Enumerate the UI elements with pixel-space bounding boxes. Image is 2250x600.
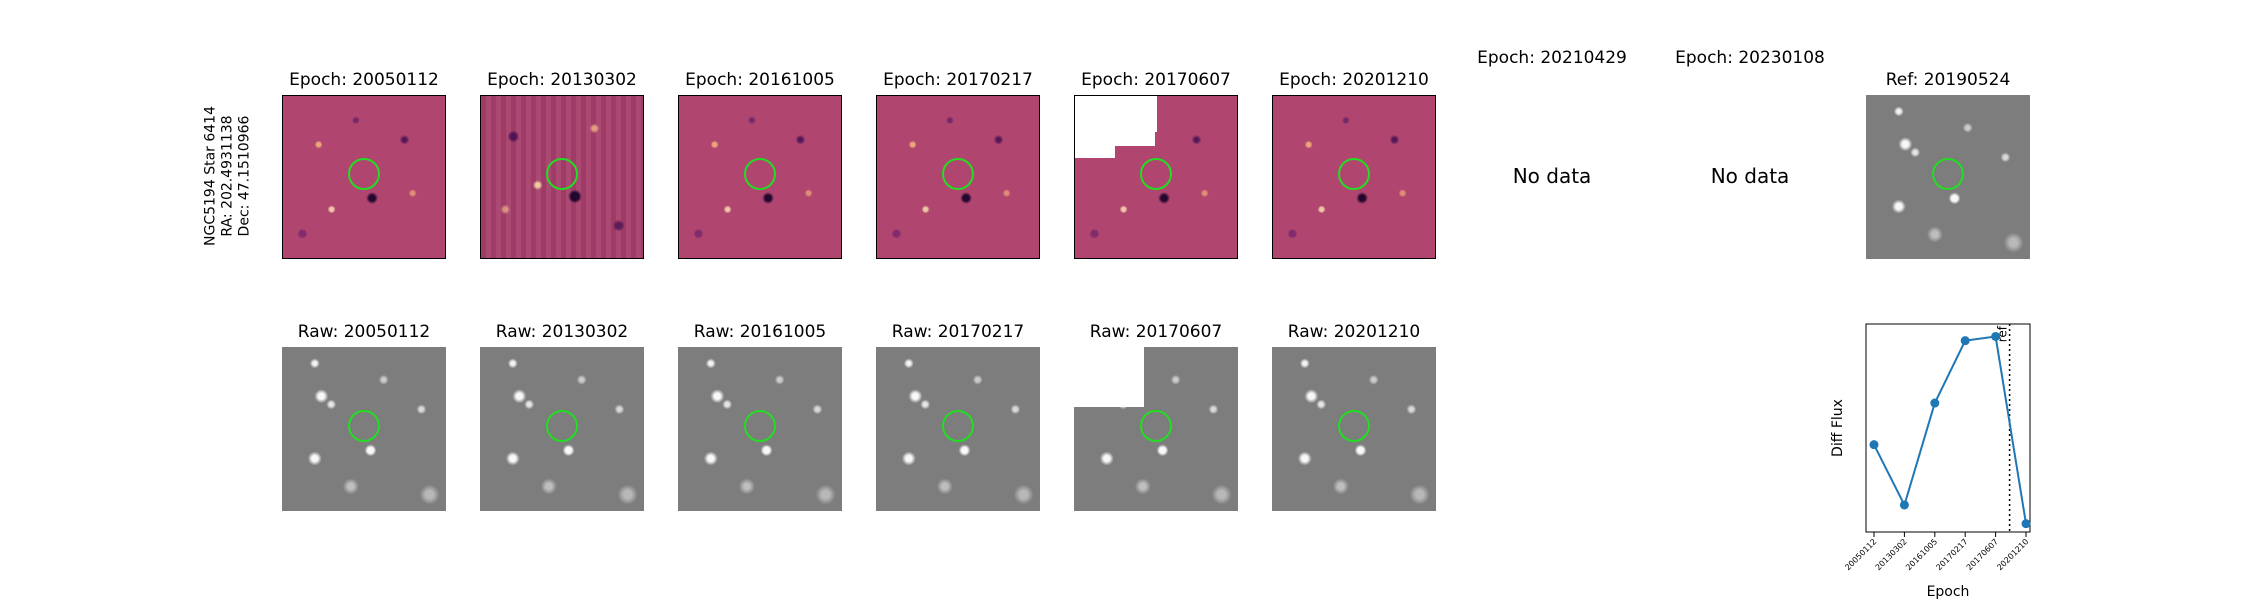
diff-image-2 bbox=[480, 95, 644, 259]
diff-title-7: Epoch: 20210429 bbox=[1477, 48, 1627, 68]
data-point bbox=[1899, 500, 1909, 510]
x-tick-label: 20161005 bbox=[1904, 537, 1939, 572]
raw-image-2 bbox=[480, 347, 644, 511]
raw-title-3: Raw: 20161005 bbox=[693, 322, 827, 342]
diff-title-2: Epoch: 20130302 bbox=[487, 70, 637, 90]
aperture-circle bbox=[744, 157, 776, 190]
no-coverage-region bbox=[1074, 347, 1104, 407]
no-coverage-region bbox=[1075, 96, 1155, 146]
x-tick-label: 20050112 bbox=[1843, 537, 1878, 572]
aperture-circle bbox=[1932, 157, 1964, 190]
aperture-circle bbox=[1338, 409, 1370, 442]
raw-title-1: Raw: 20050112 bbox=[297, 322, 431, 342]
light-curve-chart: ref 200501122013030220161005201702172017… bbox=[1830, 323, 2031, 600]
aperture-circle bbox=[348, 157, 380, 190]
aperture-circle bbox=[744, 409, 776, 442]
ref-title: Ref: 20190524 bbox=[1885, 70, 2011, 90]
raw-title-4: Raw: 20170217 bbox=[891, 322, 1025, 342]
diff-image-4 bbox=[876, 95, 1040, 259]
aperture-circle bbox=[942, 409, 974, 442]
no-data-text: No data bbox=[1512, 164, 1592, 188]
raw-image-6 bbox=[1272, 347, 1436, 511]
raw-title-2: Raw: 20130302 bbox=[495, 322, 629, 342]
aperture-circle bbox=[546, 157, 578, 190]
raw-title-6: Raw: 20201210 bbox=[1287, 322, 1421, 342]
no-data-text: No data bbox=[1710, 164, 1790, 188]
data-point bbox=[1991, 331, 2001, 341]
object-name: NGC5194 Star 6414 bbox=[202, 106, 219, 246]
x-tick-label: 20170217 bbox=[1934, 537, 1969, 572]
raw-title-5: Raw: 20170607 bbox=[1089, 322, 1223, 342]
aperture-circle bbox=[1338, 157, 1370, 190]
series-line bbox=[1873, 335, 2027, 524]
aperture-circle bbox=[1140, 157, 1172, 190]
object-label: NGC5194 Star 6414 RA: 202.4931138 Dec: 4… bbox=[203, 106, 254, 246]
diff-image-1 bbox=[282, 95, 446, 259]
data-point bbox=[1869, 440, 1879, 450]
data-point bbox=[1960, 336, 1970, 346]
x-tick-label: 20201210 bbox=[1995, 537, 2030, 572]
raw-image-5 bbox=[1074, 347, 1238, 511]
diff-title-1: Epoch: 20050112 bbox=[289, 70, 439, 90]
object-ra: RA: 202.4931138 bbox=[219, 115, 236, 237]
diff-title-4: Epoch: 20170217 bbox=[883, 70, 1033, 90]
diff-title-6: Epoch: 20201210 bbox=[1279, 70, 1429, 90]
no-coverage-region bbox=[1075, 146, 1115, 158]
raw-image-4 bbox=[876, 347, 1040, 511]
aperture-circle bbox=[942, 157, 974, 190]
x-tick-label: 20170607 bbox=[1965, 537, 2000, 572]
aperture-circle bbox=[348, 409, 380, 442]
object-dec: Dec: 47.1510966 bbox=[236, 115, 253, 237]
raw-image-1 bbox=[282, 347, 446, 511]
data-point bbox=[1930, 398, 1940, 408]
raw-image-3 bbox=[678, 347, 842, 511]
aperture-circle bbox=[546, 409, 578, 442]
diff-title-8: Epoch: 20230108 bbox=[1675, 48, 1825, 68]
reference-image bbox=[1866, 95, 2030, 259]
no-coverage-region bbox=[1155, 96, 1157, 132]
data-point bbox=[2021, 519, 2031, 529]
plot-frame bbox=[1865, 323, 2031, 533]
aperture-circle bbox=[1140, 409, 1172, 442]
diff-title-3: Epoch: 20161005 bbox=[685, 70, 835, 90]
x-tick-label: 20130302 bbox=[1874, 537, 1909, 572]
diff-title-5: Epoch: 20170607 bbox=[1081, 70, 1231, 90]
diff-image-3 bbox=[678, 95, 842, 259]
diff-image-5 bbox=[1074, 95, 1238, 259]
x-axis-label: Epoch bbox=[1927, 584, 1970, 600]
diff-image-6 bbox=[1272, 95, 1436, 259]
y-axis-label: Diff Flux bbox=[1830, 399, 1846, 457]
